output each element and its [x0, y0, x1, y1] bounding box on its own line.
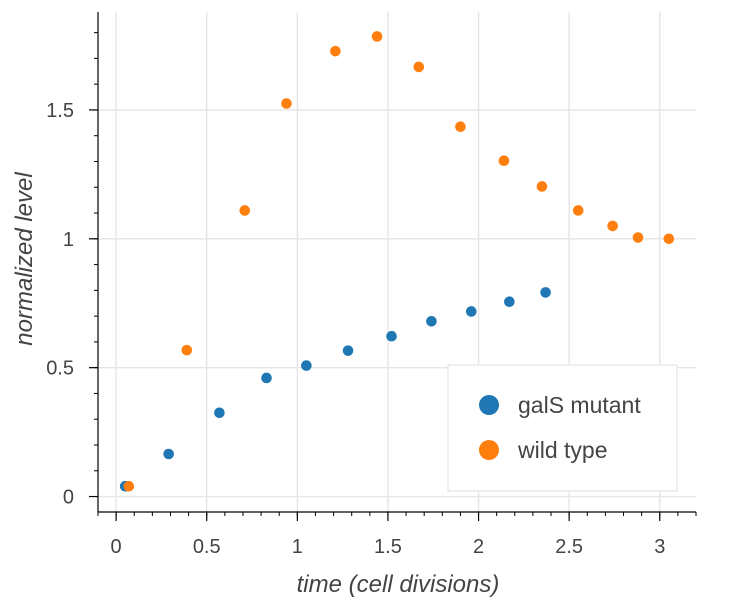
grid [98, 12, 696, 512]
point-gals-mutant [540, 287, 551, 298]
point-gals-mutant [465, 306, 477, 317]
x-tick-label: 0.5 [193, 536, 221, 558]
y-tick-label: 1.5 [46, 100, 74, 122]
legend-marker-wild-type [479, 440, 499, 460]
point-wild-type [281, 98, 292, 109]
x-tick-label: 2.5 [555, 536, 583, 558]
y-tick-label: 1 [63, 229, 74, 251]
y-axis-label: normalized level [11, 172, 38, 346]
data-points [119, 31, 675, 492]
point-wild-type [181, 344, 193, 356]
legend-label-gals-mutant: galS mutant [518, 392, 641, 418]
x-tick-label: 3 [654, 536, 665, 558]
point-wild-type [536, 181, 548, 192]
x-tick-label: 1 [292, 536, 303, 558]
legend-label-wild-type: wild type [517, 437, 607, 463]
point-wild-type [123, 480, 135, 492]
point-gals-mutant [426, 315, 437, 327]
point-wild-type [572, 205, 584, 216]
x-tick-label: 2 [473, 536, 484, 558]
point-wild-type [607, 220, 618, 232]
axes: 0 0.5 1 1.5 2 2.5 3 0 0.5 1 1.5 [46, 12, 697, 558]
x-axis-label: time (cell divisions) [297, 571, 500, 598]
x-tick-label: 1.5 [374, 536, 402, 558]
point-gals-mutant [504, 296, 515, 307]
legend: galS mutant wild type [447, 364, 678, 492]
legend-marker-gals-mutant [479, 395, 499, 415]
point-gals-mutant [163, 448, 174, 460]
point-wild-type [498, 155, 510, 167]
y-tick-label: 0 [63, 487, 74, 509]
legend-box [447, 364, 678, 492]
point-gals-mutant [386, 330, 397, 342]
x-tick-label: 0 [111, 536, 122, 558]
point-gals-mutant [214, 407, 225, 419]
point-wild-type [239, 205, 251, 216]
point-wild-type [663, 233, 675, 245]
point-gals-mutant [342, 345, 354, 356]
point-wild-type [632, 232, 644, 243]
point-wild-type [413, 61, 425, 73]
point-wild-type [371, 31, 383, 42]
y-tick-label: 0.5 [46, 358, 74, 380]
point-wild-type [455, 121, 466, 132]
point-gals-mutant [261, 372, 272, 384]
point-gals-mutant [301, 360, 312, 371]
point-wild-type [330, 45, 341, 57]
